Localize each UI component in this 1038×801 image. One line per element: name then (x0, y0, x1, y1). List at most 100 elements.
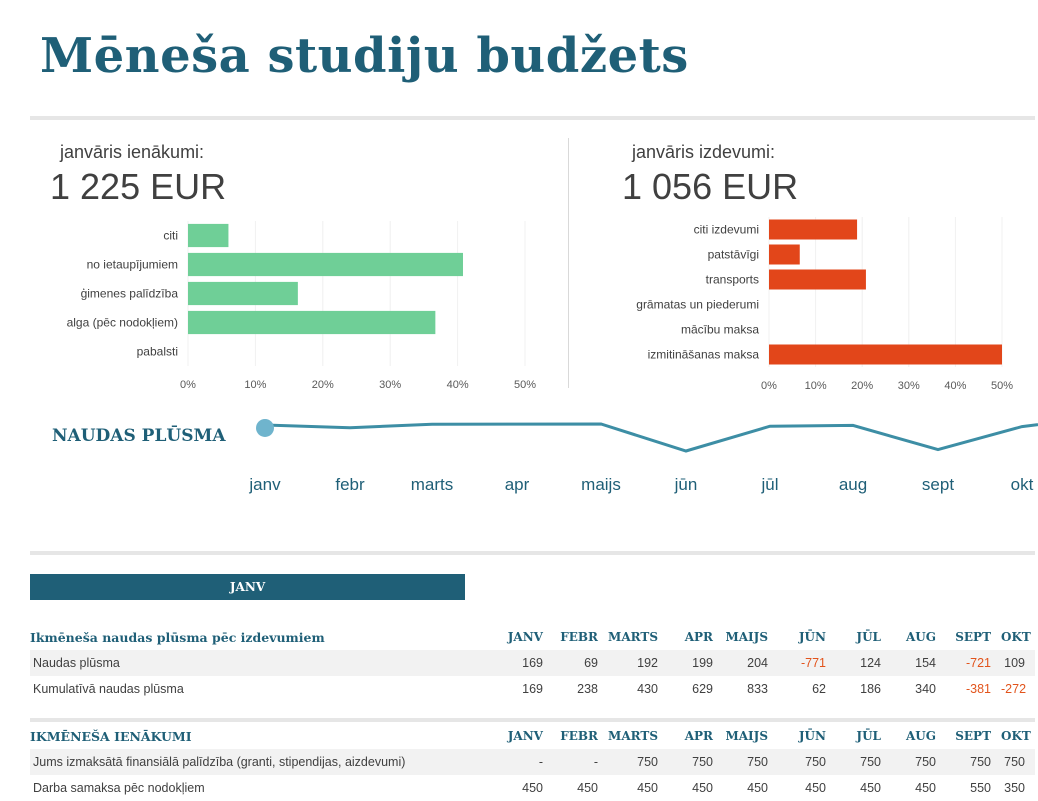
expenses-category-label: izmitināšanas maksa (648, 348, 760, 362)
month-label-3[interactable]: apr (505, 475, 530, 494)
income-bar-chart: 0% 10% 20% 30% 40% 50% citi no ietaupījumiem ģim… (67, 221, 536, 391)
month-label-7[interactable]: aug (839, 475, 867, 494)
table-cell[interactable]: 450 (805, 781, 826, 795)
column-header-jūn: JŪN (798, 729, 826, 743)
income-bar (188, 310, 436, 335)
table-cell[interactable]: 204 (747, 656, 768, 670)
month-label-4[interactable]: maijs (581, 475, 621, 494)
kpi-separator (568, 138, 569, 388)
column-header-aug: AUG (905, 729, 936, 743)
column-header-marts: MARTS (608, 630, 658, 644)
table-cell[interactable]: - (593, 755, 598, 769)
month-label-2[interactable]: marts (411, 475, 454, 494)
table2-title: IKMĒNEŠA IENĀKUMI (30, 728, 192, 744)
income-bar (188, 281, 298, 306)
table-cell[interactable]: 169 (522, 656, 543, 670)
column-header-maijs: MAIJS (725, 729, 768, 743)
month-tab-janv[interactable]: JANV (30, 574, 465, 600)
column-header-apr: APR (684, 630, 713, 644)
month-label-8[interactable]: sept (922, 475, 954, 494)
column-header-marts: MARTS (608, 729, 658, 743)
month-label-0[interactable]: janv (248, 475, 281, 494)
table-cell[interactable]: 124 (860, 656, 881, 670)
table-cell[interactable]: 450 (692, 781, 713, 795)
table-cell[interactable]: 62 (812, 682, 826, 696)
month-label-5[interactable]: jūn (674, 475, 698, 494)
expenses-label: janvāris izdevumi: (632, 142, 776, 162)
table-cell[interactable]: -771 (800, 656, 826, 670)
table-cell[interactable]: 750 (637, 755, 658, 769)
income-table: IKMĒNEŠA IENĀKUMI JANV FEBR MARTS APR MAIJS J… (30, 723, 1035, 801)
column-header-maijs: MAIJS (725, 630, 768, 644)
table-cell[interactable]: - (538, 755, 543, 769)
table-cell[interactable]: 192 (637, 656, 658, 670)
expenses-bar (769, 219, 858, 240)
table-cell[interactable]: 750 (1004, 755, 1025, 769)
table-cell[interactable]: 350 (1004, 781, 1025, 795)
income-tick-label: 40% (447, 379, 469, 391)
table-cell[interactable]: 750 (747, 755, 768, 769)
table-cell[interactable]: 750 (970, 755, 991, 769)
table1-title: Ikmēneša naudas plūsma pēc izdevumiem (30, 629, 325, 645)
table-cell[interactable]: 450 (915, 781, 936, 795)
income-label: janvāris ienākumi: (60, 142, 205, 162)
table-row: Jums izmaksātā finansiālā palīdzība (gra… (30, 749, 1035, 775)
income-tick-label: 10% (244, 379, 266, 391)
table-row: Kumulatīvā naudas plūsma 169 238 430 629 833 6… (30, 676, 1035, 702)
table-cell[interactable]: 450 (747, 781, 768, 795)
cashflow-line-chart[interactable]: janv febr marts apr maijs jūn jūl aug sept okt (230, 400, 1038, 510)
income-tick-label: 50% (514, 379, 536, 391)
table-cell[interactable]: 450 (522, 781, 543, 795)
expenses-category-label: grāmatas un piederumi (636, 298, 759, 312)
table-cell[interactable]: 629 (692, 682, 713, 696)
table-cell[interactable]: 199 (692, 656, 713, 670)
column-header-apr: APR (684, 729, 713, 743)
column-header-sept: SEPT (955, 729, 991, 743)
column-header-janv: JANV (507, 729, 543, 743)
table-cell[interactable]: -721 (965, 656, 991, 670)
expenses-bar (769, 344, 1002, 365)
column-header-jūn: JŪN (798, 630, 826, 644)
table-row: Darba samaksa pēc nodokļiem 450 450 450 450 4… (30, 775, 1035, 801)
column-header-sept: SEPT (955, 630, 991, 644)
expenses-tick-label: 0% (761, 380, 777, 392)
cashflow-selected-marker[interactable] (256, 418, 274, 437)
month-label-6[interactable]: jūl (760, 475, 778, 494)
table-cell[interactable]: 750 (805, 755, 826, 769)
table-cell[interactable]: 109 (1004, 656, 1025, 670)
expenses-tick-label: 40% (944, 380, 966, 392)
page-title: Mēneša studiju budžets (40, 28, 689, 84)
table-cell[interactable]: 430 (637, 682, 658, 696)
month-label-1[interactable]: febr (335, 475, 365, 494)
table-cell[interactable]: 69 (584, 656, 598, 670)
table-cell[interactable]: 833 (747, 682, 768, 696)
expenses-tick-label: 30% (898, 380, 920, 392)
table-cell[interactable]: 169 (522, 682, 543, 696)
table-cell[interactable]: 450 (860, 781, 881, 795)
row-label: Naudas plūsma (33, 656, 120, 670)
income-category-label: no ietaupījumiem (87, 258, 178, 272)
expenses-category-label: citi izdevumi (694, 223, 759, 237)
column-header-okt: OKT (1001, 729, 1031, 743)
month-label-9[interactable]: okt (1011, 475, 1034, 494)
income-category-label: alga (pēc nodokļiem) (67, 316, 178, 330)
row-label: Darba samaksa pēc nodokļiem (33, 781, 205, 795)
table-cell[interactable]: 750 (860, 755, 881, 769)
column-header-jūl: JŪL (856, 630, 881, 644)
table-cell[interactable]: 450 (637, 781, 658, 795)
table-cell[interactable]: 340 (915, 682, 936, 696)
column-header-febr: FEBR (560, 630, 598, 644)
column-header-janv: JANV (507, 630, 543, 644)
table-cell[interactable]: -272 (1001, 682, 1027, 696)
table-cell[interactable]: 450 (577, 781, 598, 795)
column-header-okt: OKT (1001, 630, 1031, 644)
expenses-tick-label: 50% (991, 380, 1013, 392)
table-cell[interactable]: -381 (965, 682, 991, 696)
table-cell[interactable]: 238 (577, 682, 598, 696)
table-cell[interactable]: 750 (692, 755, 713, 769)
income-tick-label: 20% (312, 379, 334, 391)
table-cell[interactable]: 186 (860, 682, 881, 696)
table-cell[interactable]: 750 (915, 755, 936, 769)
table-cell[interactable]: 550 (970, 781, 991, 795)
table-cell[interactable]: 154 (915, 656, 936, 670)
